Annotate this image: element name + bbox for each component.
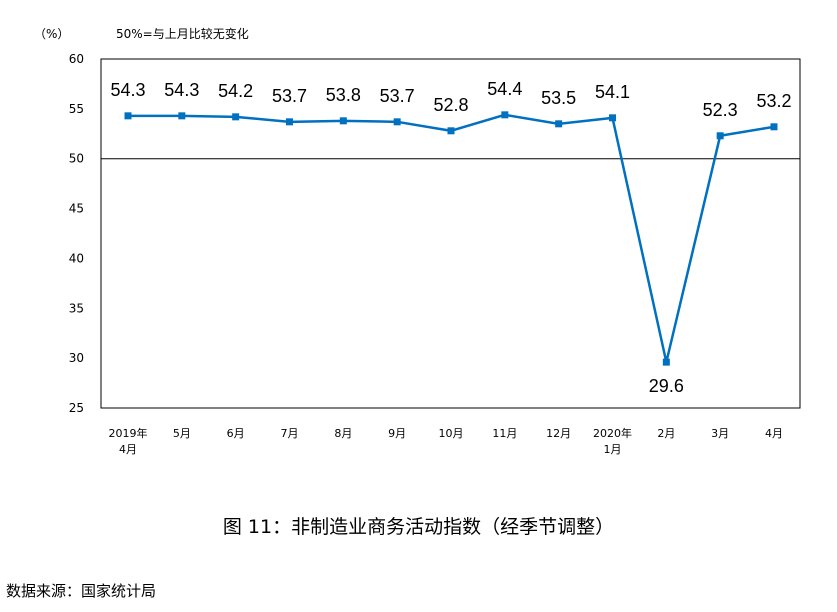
y-tick-label: 30	[69, 351, 84, 365]
x-tick-label: 6月	[227, 427, 245, 440]
x-tick-label: 12月	[546, 427, 571, 440]
x-tick-label: 2月	[657, 427, 675, 440]
data-label: 54.3	[164, 80, 199, 100]
y-tick-label: 40	[69, 251, 84, 265]
y-tick-label: 55	[69, 102, 84, 116]
data-label: 53.8	[326, 85, 361, 105]
x-tick-label: 1月	[604, 443, 622, 456]
chart: （%） 50%=与上月比较无变化 60 55 50 45 40 35 30 25 2019年 4…	[34, 26, 801, 456]
data-label: 29.6	[649, 376, 684, 396]
plot-area	[100, 58, 801, 409]
x-tick-label: 7月	[281, 427, 299, 440]
data-point-marker	[393, 118, 401, 126]
data-label: 54.4	[487, 79, 522, 99]
data-label: 53.7	[380, 86, 415, 106]
y-tick-label: 45	[69, 202, 84, 216]
data-point-marker	[555, 120, 563, 128]
data-label: 54.1	[595, 82, 630, 102]
data-point-marker	[716, 132, 724, 140]
y-unit-label: （%）	[34, 27, 69, 41]
data-label: 53.5	[541, 88, 576, 108]
series-line	[128, 113, 775, 363]
data-label: 54.3	[110, 80, 145, 100]
data-label: 54.2	[218, 81, 253, 101]
x-tick-label: 11月	[492, 427, 517, 440]
x-tick-label: 2020年	[593, 426, 632, 440]
data-point-marker	[662, 358, 670, 366]
data-point-marker	[178, 112, 186, 120]
data-source: 数据来源：国家统计局	[6, 582, 157, 600]
data-label: 52.3	[703, 100, 738, 120]
data-label: 53.2	[756, 91, 791, 111]
x-tick-label: 4月	[119, 443, 137, 456]
x-tick-label: 4月	[765, 427, 783, 440]
chart-note: 50%=与上月比较无变化	[116, 26, 249, 41]
x-tick-label: 9月	[388, 427, 406, 440]
x-tick-label: 2019年	[109, 426, 148, 440]
data-point-marker	[124, 112, 132, 120]
data-point-marker	[609, 114, 616, 122]
figure-caption: 图 11：非制造业商务活动指数（经季节调整）	[222, 516, 615, 538]
y-tick-label: 25	[69, 401, 84, 415]
data-point-marker	[286, 118, 293, 126]
x-tick-label: 8月	[334, 427, 352, 440]
data-label: 53.7	[272, 86, 307, 106]
y-tick-label: 60	[69, 52, 84, 66]
data-point-marker	[339, 117, 347, 125]
data-label: 52.8	[433, 95, 468, 115]
y-tick-label: 50	[69, 152, 84, 166]
data-point-marker	[232, 113, 240, 121]
data-point-marker	[447, 127, 455, 135]
data-point-marker	[501, 111, 509, 119]
y-tick-label: 35	[69, 301, 84, 315]
x-tick-label: 3月	[711, 427, 729, 440]
x-tick-label: 5月	[173, 427, 191, 440]
data-point-marker	[770, 123, 778, 131]
x-tick-label: 10月	[439, 427, 464, 440]
